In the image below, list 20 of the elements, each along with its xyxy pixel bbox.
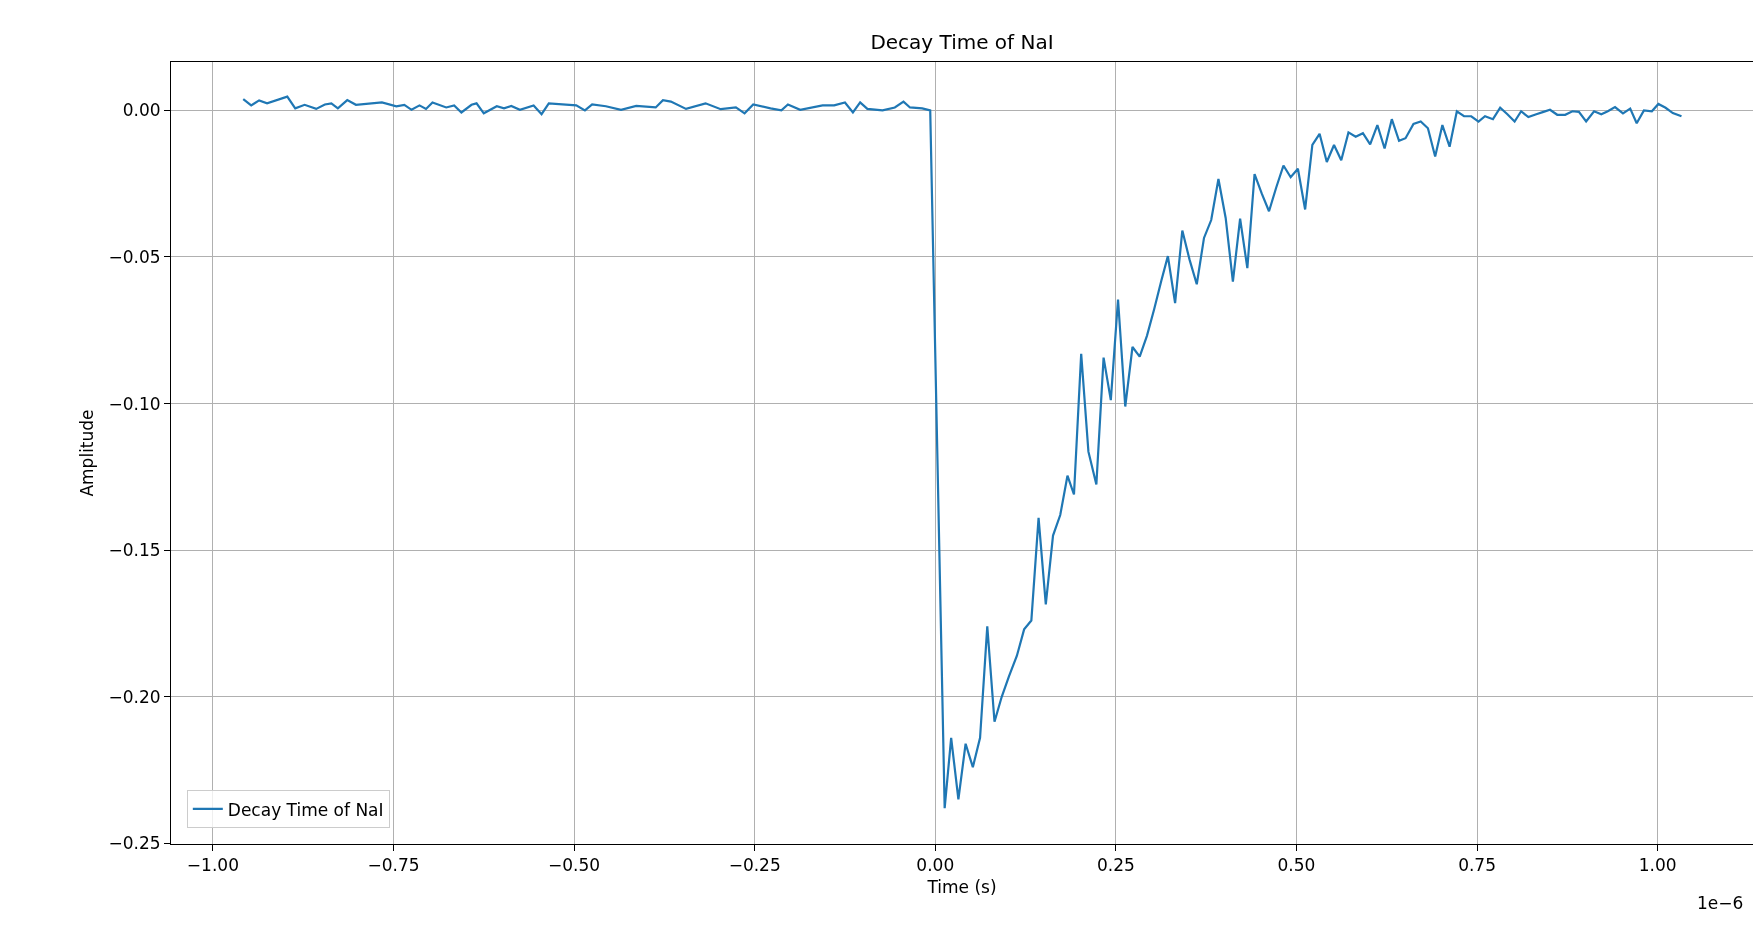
x-tick-label: 0.75: [1458, 855, 1496, 876]
x-tick-label: 0.00: [916, 855, 955, 876]
text: 1e−6: [1697, 893, 1744, 913]
y-tick-label: −0.15: [108, 540, 161, 561]
x-tick-label: 0.25: [1096, 855, 1135, 876]
y-tick-label: −0.10: [108, 393, 161, 414]
y-tick-label: 0.00: [122, 100, 161, 121]
chart-title: Decay Time of NaI: [870, 30, 1054, 54]
y-tick-label: −0.20: [108, 686, 161, 707]
legend-label: Decay Time of NaI: [227, 799, 384, 820]
x-axis-title: Time (s): [926, 876, 997, 897]
x-tick-label: −1.00: [186, 855, 239, 876]
y-axis-title: Amplitude: [77, 409, 98, 497]
x-tick-label: 0.50: [1277, 855, 1316, 876]
x-tick-label: −0.25: [728, 855, 781, 876]
x-tick-label: 1.00: [1638, 855, 1677, 876]
y-tick-label: −0.05: [108, 246, 161, 267]
y-tick-label: −0.25: [108, 833, 161, 854]
x-tick-label: −0.75: [367, 855, 420, 876]
x-tick-label: −0.50: [548, 855, 601, 876]
